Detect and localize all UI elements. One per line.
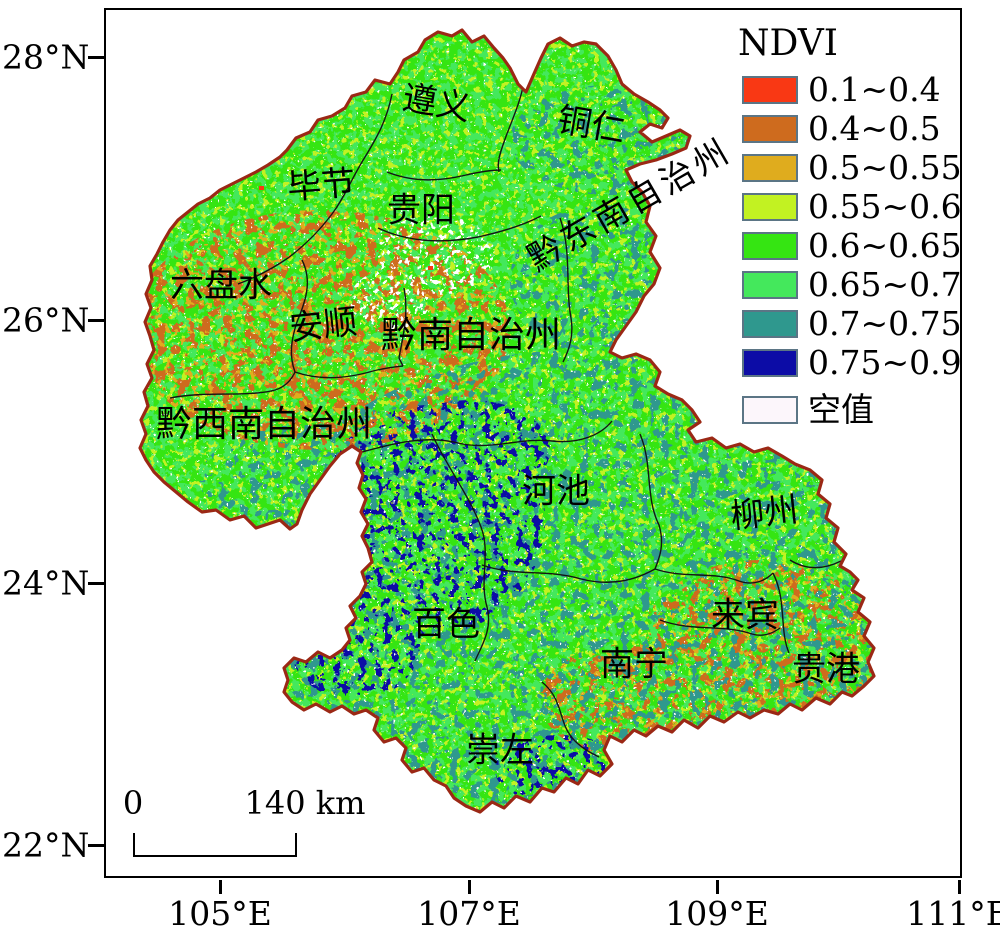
lon-label-105e: 105°E	[168, 894, 272, 933]
legend-swatch	[742, 76, 798, 104]
legend-label: 0.55~0.6	[808, 187, 962, 226]
legend-swatch	[742, 310, 798, 338]
lat-label-26n: 26°N	[2, 300, 90, 340]
legend-label: 0.5~0.55	[808, 148, 962, 187]
scalebar-right-tick	[295, 833, 297, 857]
legend-item: 0.7~0.75	[742, 304, 962, 343]
lon-label-109e: 109°E	[665, 894, 769, 933]
region-label-qiannan: 黔南自治州	[380, 315, 562, 356]
region-label-baise: 百色	[412, 604, 480, 645]
scalebar-left-tick	[133, 833, 135, 857]
lat-tick-22n	[88, 844, 104, 847]
lat-tick-28n	[88, 56, 104, 59]
legend-item: 0.6~0.65	[742, 226, 962, 265]
lon-tick-111e	[958, 880, 961, 894]
raster-red-speck	[428, 266, 433, 270]
legend-label: 0.1~0.4	[808, 70, 941, 109]
lat-label-22n: 22°N	[2, 825, 90, 865]
legend-swatch	[742, 154, 798, 182]
region-label-nanning: 南宁	[600, 644, 668, 685]
region-label-bijie: 毕节	[285, 163, 357, 208]
region-label-hechi: 河池	[522, 471, 590, 512]
legend-swatch	[742, 396, 798, 424]
legend-item: 0.55~0.6	[742, 187, 962, 226]
legend-item: 0.4~0.5	[742, 109, 941, 148]
legend-item: 0.75~0.9	[742, 343, 962, 382]
lat-label-28n: 28°N	[2, 37, 90, 77]
legend-swatch	[742, 115, 798, 143]
legend: NDVI 0.1~0.4 0.4~0.5 0.5~0.55 0.55~0.6 0…	[736, 23, 962, 427]
legend-label: 0.6~0.65	[808, 226, 962, 265]
lat-tick-26n	[88, 319, 104, 322]
lon-label-107e: 107°E	[417, 894, 521, 933]
legend-label: 0.4~0.5	[808, 109, 941, 148]
legend-label: 0.75~0.9	[808, 343, 962, 382]
legend-swatch	[742, 349, 798, 377]
region-label-guigang: 贵港	[792, 649, 860, 690]
region-outer-boundary	[138, 28, 876, 814]
region-label-guiyang: 贵阳	[387, 190, 455, 231]
region-label-qianxinan: 黔西南自治州	[155, 404, 373, 445]
region-label-anshun: 安顺	[287, 302, 360, 349]
lon-label-111e: 111°E	[906, 894, 1000, 933]
legend-swatch	[742, 193, 798, 221]
legend-swatch	[742, 232, 798, 260]
region-label-chongzuo: 崇左	[466, 730, 534, 771]
legend-label: 空值	[808, 390, 874, 429]
prefecture-borders	[169, 81, 842, 758]
legend-item: 0.1~0.4	[742, 70, 941, 109]
legend-label: 0.7~0.75	[808, 304, 962, 343]
region-label-laibin: 来宾	[711, 595, 779, 636]
legend-title: NDVI	[738, 23, 838, 64]
lon-tick-107e	[468, 880, 471, 894]
legend-label: 0.65~0.7	[808, 265, 962, 304]
scalebar-baseline	[133, 855, 297, 857]
legend-item: 0.65~0.7	[742, 265, 962, 304]
raster-red-speck	[259, 186, 264, 190]
region-label-liupanshui: 六盘水	[170, 265, 272, 306]
lat-tick-24n	[88, 582, 104, 585]
scalebar-zero-label: 0	[122, 784, 144, 822]
scalebar-max-label: 140 km	[244, 784, 366, 822]
lon-tick-109e	[716, 880, 719, 894]
lon-tick-105e	[219, 880, 222, 894]
legend-item: 空值	[742, 390, 874, 429]
region-label-liuzhou: 柳州	[728, 490, 801, 537]
lat-label-24n: 24°N	[2, 563, 90, 603]
legend-swatch	[742, 271, 798, 299]
legend-item: 0.5~0.55	[742, 148, 962, 187]
